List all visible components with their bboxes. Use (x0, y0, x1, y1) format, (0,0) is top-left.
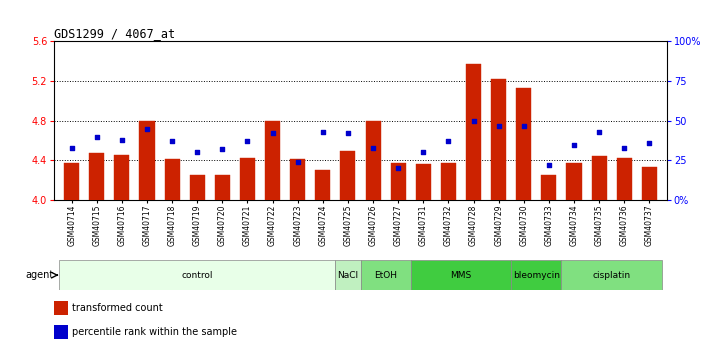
Point (644, 140, 655, 146)
Point (66, 145, 77, 150)
Point (192, 150, 203, 155)
Text: bleomycin: bleomycin (513, 270, 559, 280)
Text: percentile rank within the sample: percentile rank within the sample (72, 327, 237, 337)
Point (167, 139, 178, 144)
Text: MMS: MMS (451, 270, 472, 280)
Bar (562, 260, 662, 290)
Point (543, 162, 554, 168)
Bar (265, 121, 280, 200)
Point (317, 129, 329, 135)
Bar (466, 64, 481, 200)
Bar (215, 175, 230, 200)
Bar (340, 150, 355, 200)
Bar (59, 260, 335, 290)
Bar (290, 159, 305, 200)
Point (392, 166, 404, 171)
Point (342, 131, 354, 136)
Point (292, 159, 304, 165)
Point (417, 150, 429, 155)
Point (216, 147, 228, 152)
Bar (54, 325, 68, 339)
Bar (516, 88, 531, 200)
Point (141, 126, 153, 131)
Bar (190, 175, 205, 200)
Bar (491, 79, 506, 200)
Bar (366, 121, 381, 200)
Bar (139, 121, 154, 200)
Bar (54, 301, 68, 315)
Bar (64, 164, 79, 200)
Bar (360, 260, 411, 290)
Text: NaCl: NaCl (337, 270, 358, 280)
Bar (240, 158, 255, 200)
Bar (115, 156, 130, 200)
Bar (567, 164, 582, 200)
Text: EtOH: EtOH (374, 270, 397, 280)
Bar (89, 154, 105, 200)
Bar (416, 164, 431, 200)
Point (518, 123, 529, 128)
Bar (335, 260, 360, 290)
Text: agent: agent (25, 270, 53, 280)
Bar (441, 164, 456, 200)
Text: transformed count: transformed count (72, 303, 163, 313)
Point (593, 129, 605, 135)
Point (367, 145, 379, 150)
Point (443, 139, 454, 144)
Point (619, 145, 630, 150)
Point (116, 137, 128, 142)
Bar (616, 158, 632, 200)
Text: cisplatin: cisplatin (593, 270, 631, 280)
Bar (391, 164, 406, 200)
Bar (642, 167, 657, 200)
Bar (315, 170, 330, 200)
Text: GDS1299 / 4067_at: GDS1299 / 4067_at (54, 27, 175, 40)
Point (267, 131, 278, 136)
Bar (411, 260, 511, 290)
Point (493, 123, 505, 128)
Bar (511, 260, 562, 290)
Bar (164, 159, 180, 200)
Text: control: control (182, 270, 213, 280)
Point (91, 134, 102, 139)
Bar (591, 156, 606, 200)
Point (468, 118, 479, 124)
Bar (541, 175, 557, 200)
Point (242, 139, 253, 144)
Point (568, 142, 580, 147)
